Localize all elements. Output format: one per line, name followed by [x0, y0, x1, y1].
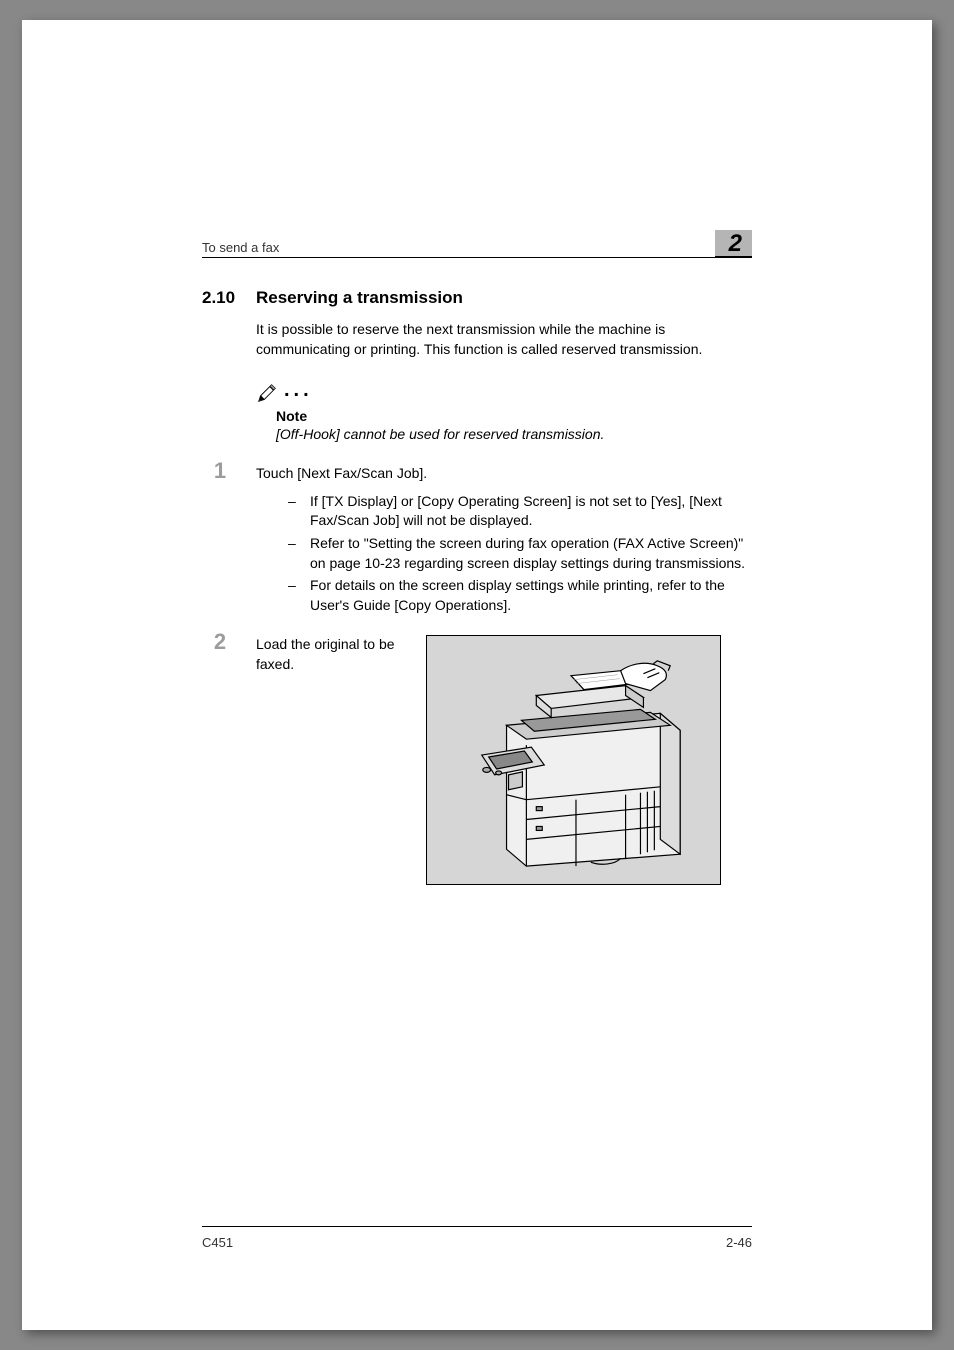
chapter-number-badge: 2 — [715, 230, 752, 258]
bullet-item: – Refer to "Setting the screen during fa… — [288, 534, 752, 573]
note-dots: ... — [284, 379, 313, 404]
section-heading: 2.10 Reserving a transmission — [202, 288, 752, 308]
section-intro: It is possible to reserve the next trans… — [256, 320, 752, 359]
running-head: To send a fax — [202, 240, 279, 255]
note-label: Note — [276, 408, 752, 424]
bullet-item: – For details on the screen display sett… — [288, 576, 752, 615]
document-page: To send a fax 2 2.10 Reserving a transmi… — [22, 20, 932, 1330]
printer-svg — [427, 636, 720, 884]
page-header: To send a fax 2 — [202, 230, 752, 258]
section-number: 2.10 — [202, 288, 256, 308]
footer-model: C451 — [202, 1235, 233, 1250]
bullet-text: Refer to "Setting the screen during fax … — [310, 534, 752, 573]
footer-page: 2-46 — [726, 1235, 752, 1250]
bullet-text: If [TX Display] or [Copy Operating Scree… — [310, 492, 752, 531]
step-number-1: 1 — [202, 460, 256, 482]
step-2-container: 2 Load the original to be faxed. — [202, 635, 752, 885]
step-number-2: 2 — [202, 631, 256, 653]
bullet-text: For details on the screen display settin… — [310, 576, 752, 615]
note-block: ... Note [Off-Hook] cannot be used for r… — [256, 379, 752, 442]
step-2-left: 2 Load the original to be faxed. — [202, 635, 406, 674]
bullet-dash: – — [288, 576, 310, 615]
step-text-1: Touch [Next Fax/Scan Job]. — [256, 464, 427, 484]
step-text-2: Load the original to be faxed. — [256, 635, 406, 674]
note-text: [Off-Hook] cannot be used for reserved t… — [276, 426, 752, 442]
note-icon-row: ... — [256, 379, 752, 404]
page-footer: C451 2-46 — [202, 1226, 752, 1250]
printer-illustration — [426, 635, 721, 885]
bullet-dash: – — [288, 492, 310, 531]
step-1: 1 Touch [Next Fax/Scan Job]. — [202, 464, 752, 484]
step-1-bullets: – If [TX Display] or [Copy Operating Scr… — [288, 492, 752, 616]
section-title: Reserving a transmission — [256, 288, 463, 308]
bullet-item: – If [TX Display] or [Copy Operating Scr… — [288, 492, 752, 531]
pencil-icon — [256, 382, 278, 404]
bullet-dash: – — [288, 534, 310, 573]
